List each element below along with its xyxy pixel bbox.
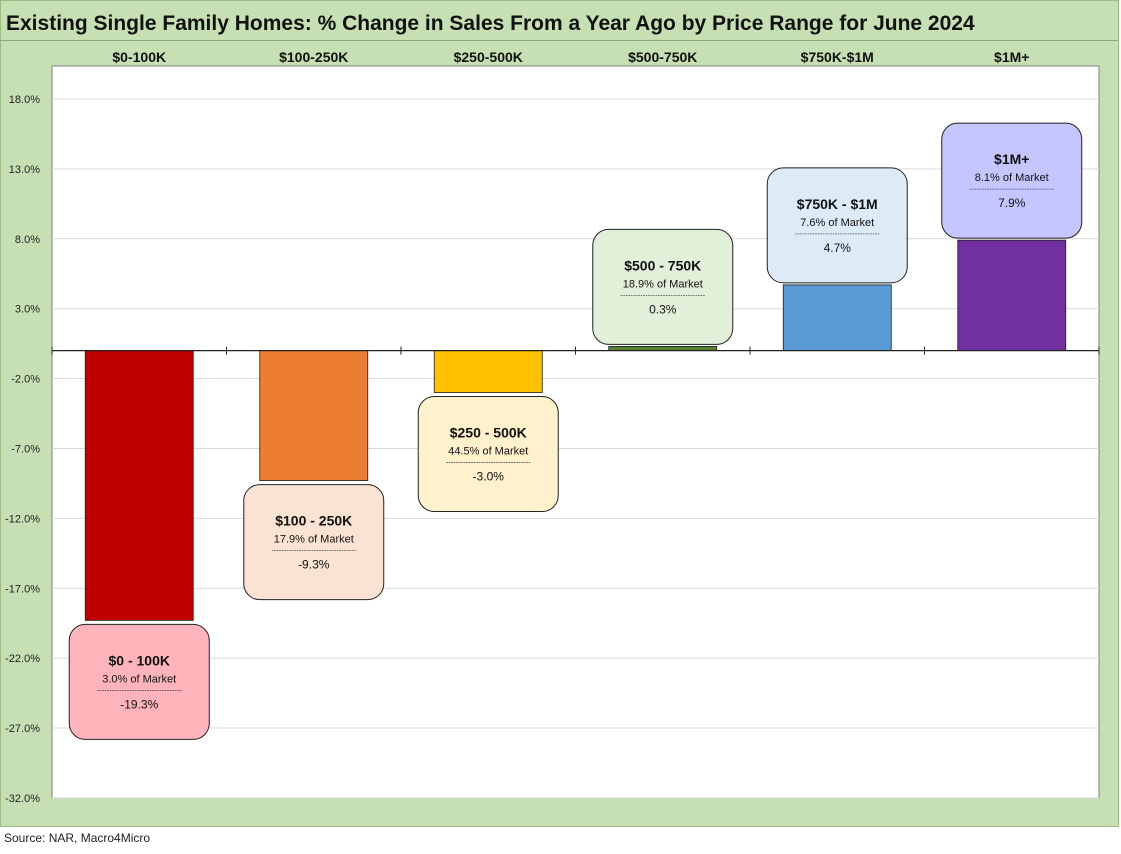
chart-title: Existing Single Family Homes: % Change i…	[6, 12, 975, 35]
y-tick-label: -17.0%	[5, 583, 40, 595]
callout-market-share: 44.5% of Market	[448, 446, 528, 458]
callout-background	[417, 396, 559, 513]
zero-axis	[51, 346, 1100, 355]
bar	[433, 350, 543, 393]
callout-title: $250 - 500K	[450, 425, 527, 441]
callout-value: -9.3%	[298, 558, 330, 572]
plot-area	[51, 65, 1100, 799]
y-tick-label: -7.0%	[11, 443, 40, 455]
category-label: $1M+	[994, 49, 1029, 65]
callouts: $0 - 100K 3.0% of Market -19.3% $100 - 250K…	[68, 122, 1083, 740]
y-tick-label: -12.0%	[5, 513, 40, 525]
category-label: $750K-$1M	[801, 49, 874, 65]
callout-box: $750K - $1M 7.6% of Market 4.7%	[766, 167, 908, 284]
category-label: $250-500K	[454, 49, 523, 65]
bar	[259, 350, 369, 482]
bars	[84, 239, 1067, 621]
callout-title: $500 - 750K	[624, 257, 701, 273]
category-label: $500-750K	[628, 49, 697, 65]
callout-title: $1M+	[994, 151, 1029, 167]
callout-value: 7.9%	[998, 196, 1026, 210]
y-tick-label: 8.0%	[15, 234, 40, 246]
source-note: Source: NAR, Macro4Micro	[4, 831, 151, 845]
callout-value: -3.0%	[473, 470, 505, 484]
category-label: $0-100K	[112, 49, 166, 65]
y-tick-label: -22.0%	[5, 653, 40, 665]
y-tick-label: 13.0%	[9, 164, 40, 176]
callout-title: $100 - 250K	[275, 513, 352, 529]
category-label: $100-250K	[279, 49, 348, 65]
bar	[782, 284, 892, 352]
callout-value: 0.3%	[649, 302, 677, 316]
callout-market-share: 17.9% of Market	[274, 534, 354, 546]
y-tick-label: 18.0%	[9, 94, 40, 106]
callout-market-share: 7.6% of Market	[800, 217, 874, 229]
bar	[608, 346, 718, 352]
callout-box: $500 - 750K 18.9% of Market 0.3%	[592, 228, 734, 345]
callout-market-share: 8.1% of Market	[975, 172, 1049, 184]
callout-title: $750K - $1M	[797, 196, 878, 212]
callout-background	[766, 167, 908, 284]
callout-title: $0 - 100K	[109, 652, 170, 668]
title-divider	[0, 40, 1119, 41]
callout-box: $0 - 100K 3.0% of Market -19.3%	[68, 623, 210, 740]
bar	[957, 239, 1067, 352]
y-tick-label: -2.0%	[11, 374, 40, 386]
callout-background	[592, 228, 734, 345]
callout-background	[68, 623, 210, 740]
callout-box: $1M+ 8.1% of Market 7.9%	[941, 122, 1083, 239]
y-tick-label: 3.0%	[15, 304, 40, 316]
bar	[84, 350, 194, 621]
callout-box: $250 - 500K 44.5% of Market -3.0%	[417, 396, 559, 513]
y-tick-label: -27.0%	[5, 723, 40, 735]
callout-value: 4.7%	[824, 241, 852, 255]
y-axis-ticks: 18.0% 13.0% 8.0% 3.0% -2.0% -7.0% -12.0% -17.0%…	[5, 94, 40, 805]
y-tick-label: -32.0%	[5, 793, 40, 805]
callout-value: -19.3%	[120, 697, 158, 711]
callout-background	[243, 484, 385, 601]
callout-background	[941, 122, 1083, 239]
callout-box: $100 - 250K 17.9% of Market -9.3%	[243, 484, 385, 601]
category-labels: $0-100K $100-250K $250-500K $500-750K $750K-…	[112, 49, 1029, 65]
callout-market-share: 3.0% of Market	[102, 673, 176, 685]
callout-market-share: 18.9% of Market	[623, 278, 703, 290]
gridlines	[52, 98, 1099, 799]
